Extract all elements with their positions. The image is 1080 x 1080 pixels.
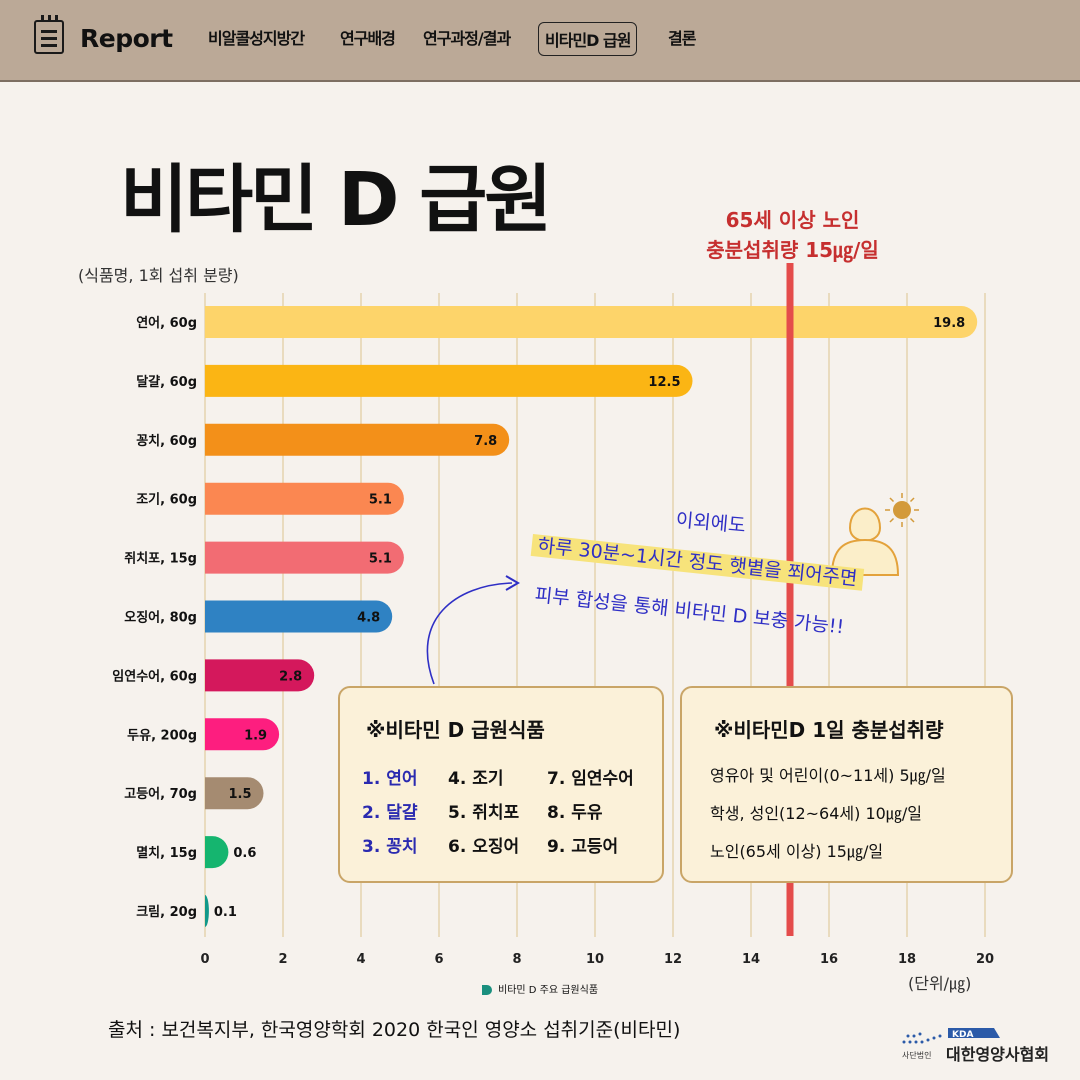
x-tick-label: 12 — [664, 952, 682, 967]
bar — [205, 718, 280, 751]
category-label: 크림, 20g — [136, 905, 197, 920]
food-box-title: ※비타민 D 급원식품 — [366, 718, 545, 742]
value-label: 12.5 — [648, 375, 680, 390]
x-tick-label: 2 — [278, 952, 287, 967]
food-item-5: 5. 쥐치포 — [448, 803, 520, 823]
bar — [205, 777, 264, 810]
nav-item-background[interactable]: 연구배경 — [340, 29, 396, 48]
bar — [205, 482, 404, 515]
category-label: 쥐치포, 15g — [124, 551, 197, 567]
value-label: 0.1 — [214, 905, 237, 920]
category-label: 연어, 60g — [136, 315, 197, 331]
intake-line-children: 영유아 및 어린이(0~11세) 5㎍/일 — [710, 766, 946, 785]
unit-label: (단위/㎍) — [908, 974, 972, 993]
value-label: 1.5 — [228, 787, 251, 802]
notepad-menu-icon[interactable] — [34, 15, 64, 54]
reference-label-line-2: 충분섭취량 15㎍/일 — [706, 238, 879, 262]
food-item-2: 2. 달걀 — [362, 803, 418, 823]
food-item-8: 8. 두유 — [547, 803, 603, 823]
source-citation: 출처 : 보건복지부, 한국영양학회 2020 한국인 영양소 섭취기준(비타민… — [108, 1019, 681, 1041]
x-tick-label: 14 — [742, 952, 760, 967]
value-label: 7.8 — [474, 434, 497, 449]
bar — [205, 659, 315, 692]
arrow-head-icon — [505, 575, 520, 591]
bar — [205, 306, 978, 338]
x-tick-label: 10 — [586, 952, 604, 967]
food-item-9: 9. 고등어 — [547, 837, 619, 857]
reference-line-label: 65세 이상 노인 충분섭취량 15㎍/일 — [690, 205, 895, 265]
bar — [205, 836, 229, 869]
legend-label: 비타민 D 주요 급원식품 — [498, 985, 599, 996]
category-label: 임연수어, 60g — [112, 668, 197, 684]
value-label: 4.8 — [357, 611, 380, 626]
x-tick-label: 16 — [820, 952, 838, 967]
value-label: 5.1 — [369, 552, 392, 567]
bar — [205, 895, 209, 927]
x-tick-label: 18 — [898, 952, 916, 967]
category-label: 멸치, 15g — [136, 845, 197, 861]
x-tick-label: 0 — [200, 952, 209, 967]
kda-logo: KDA 사단법인 대한영양사협회 — [902, 1028, 1049, 1064]
intake-line-adults: 학생, 성인(12~64세) 10㎍/일 — [710, 804, 922, 823]
category-label: 고등어, 70g — [124, 786, 197, 802]
value-label: 2.8 — [279, 669, 302, 684]
top-bar: Report 비알콜성지방간 연구배경 연구과정/결과 비타민D 급원 결론 — [0, 0, 1080, 82]
y-axis-caption: (식품명, 1회 섭취 분량) — [78, 266, 239, 285]
x-tick-label: 8 — [512, 952, 521, 967]
category-label: 달걀, 60g — [136, 375, 197, 390]
value-label: 5.1 — [369, 493, 392, 508]
brand-title: Report — [80, 24, 173, 53]
bar — [205, 541, 404, 574]
value-label: 0.6 — [233, 846, 256, 861]
food-item-6: 6. 오징어 — [448, 837, 520, 857]
food-item-7: 7. 임연수어 — [547, 769, 634, 789]
food-item-3: 3. 꽁치 — [362, 837, 418, 857]
nav-item-vitamin-d-sources[interactable]: 비타민D 급원 — [538, 22, 638, 56]
category-label: 꽁치, 60g — [136, 433, 197, 449]
nav-item-fatty-liver[interactable]: 비알콜성지방간 — [208, 29, 305, 48]
daily-intake-box: ※비타민D 1일 충분섭취량 영유아 및 어린이(0~11세) 5㎍/일 학생,… — [680, 686, 1013, 883]
bar — [205, 364, 693, 397]
x-tick-label: 20 — [976, 952, 994, 967]
value-label: 19.8 — [933, 316, 965, 331]
nav-item-process-results[interactable]: 연구과정/결과 — [423, 29, 511, 48]
food-item-1: 1. 연어 — [362, 769, 418, 789]
nav-item-conclusion[interactable]: 결론 — [668, 29, 696, 48]
legend-swatch — [482, 985, 492, 995]
bar — [205, 423, 510, 456]
chart-legend: 비타민 D 주요 급원식품 — [482, 981, 598, 996]
vitamin-d-food-box: ※비타민 D 급원식품 1. 연어 2. 달걀 3. 꽁치 4. 조기 5. 쥐… — [338, 686, 664, 883]
category-label: 오징어, 80g — [124, 610, 197, 626]
category-label: 두유, 200g — [127, 728, 197, 743]
reference-label-line-1: 65세 이상 노인 — [725, 208, 860, 232]
category-label: 조기, 60g — [136, 493, 197, 508]
value-label: 1.9 — [244, 728, 267, 743]
logo-small-text: 사단법인 — [902, 1050, 931, 1060]
x-tick-label: 4 — [356, 952, 365, 967]
page-title: 비타민 D 급원 — [120, 157, 552, 243]
x-tick-label: 6 — [434, 952, 443, 967]
logo-name-text: 대한영양사협회 — [946, 1045, 1049, 1064]
intake-box-title: ※비타민D 1일 충분섭취량 — [714, 718, 944, 742]
logo-badge-text: KDA — [952, 1030, 973, 1040]
bar — [205, 600, 393, 633]
food-item-4: 4. 조기 — [448, 769, 504, 789]
intake-line-elderly: 노인(65세 이상) 15㎍/일 — [710, 842, 884, 861]
annotation-arrow — [426, 582, 513, 685]
